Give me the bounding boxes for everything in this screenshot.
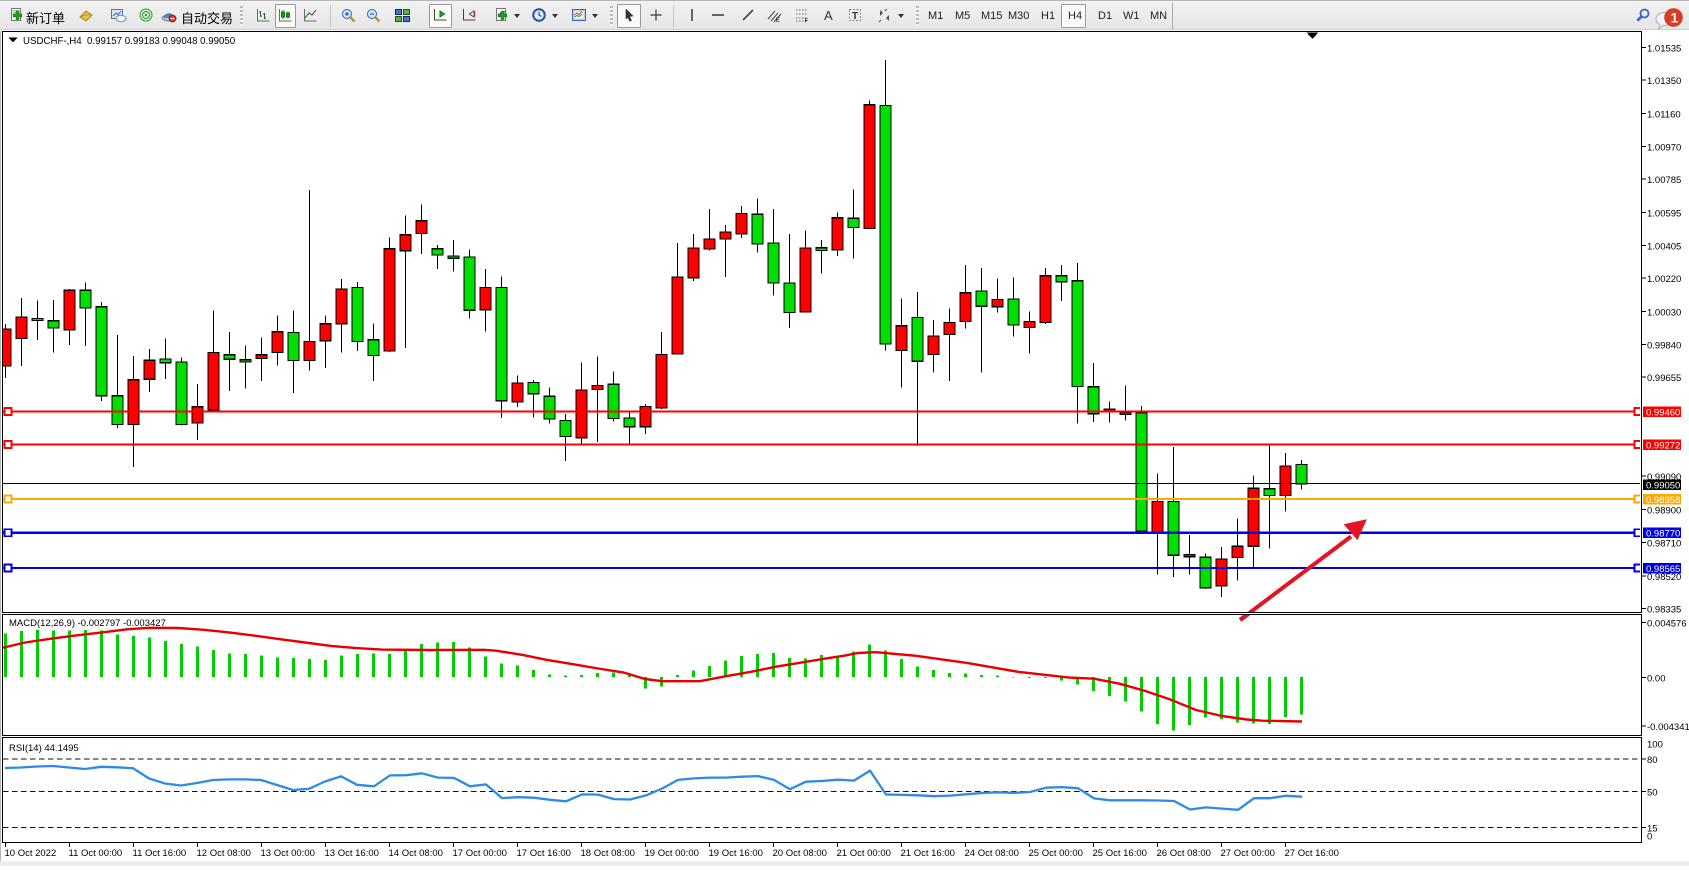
- svg-text:USDCHF-,H4 0.99157 0.99183 0.: USDCHF-,H4 0.99157 0.99183 0.99048 0.990…: [23, 36, 236, 47]
- svg-text:20 Oct 08:00: 20 Oct 08:00: [773, 848, 827, 859]
- svg-text:15: 15: [1647, 823, 1658, 834]
- svg-text:0.98710: 0.98710: [1647, 539, 1681, 550]
- svg-text:18 Oct 08:00: 18 Oct 08:00: [581, 848, 635, 859]
- svg-text:0.99840: 0.99840: [1647, 341, 1681, 352]
- svg-text:0.99655: 0.99655: [1647, 373, 1681, 384]
- svg-text:11 Oct 00:00: 11 Oct 00:00: [69, 848, 123, 859]
- svg-text:25 Oct 00:00: 25 Oct 00:00: [1029, 848, 1083, 859]
- svg-text:-0.004341: -0.004341: [1647, 722, 1689, 733]
- svg-text:1.00220: 1.00220: [1647, 274, 1681, 285]
- svg-text:1.00970: 1.00970: [1647, 143, 1681, 154]
- svg-text:0.99272: 0.99272: [1646, 440, 1680, 451]
- svg-text:14 Oct 08:00: 14 Oct 08:00: [389, 848, 443, 859]
- svg-text:0.99050: 0.99050: [1646, 480, 1680, 491]
- svg-text:1.00030: 1.00030: [1647, 307, 1681, 318]
- svg-text:0.98770: 0.98770: [1646, 529, 1680, 540]
- svg-text:100: 100: [1647, 740, 1663, 751]
- svg-text:21 Oct 00:00: 21 Oct 00:00: [837, 848, 891, 859]
- svg-text:1: 1: [1671, 10, 1679, 26]
- svg-text:0.99460: 0.99460: [1646, 407, 1680, 418]
- svg-text:80: 80: [1647, 755, 1658, 766]
- svg-text:13 Oct 16:00: 13 Oct 16:00: [325, 848, 379, 859]
- svg-text:0.98335: 0.98335: [1647, 604, 1681, 615]
- svg-text:13 Oct 00:00: 13 Oct 00:00: [261, 848, 315, 859]
- svg-text:1.01535: 1.01535: [1647, 44, 1681, 55]
- svg-text:0.00: 0.00: [1647, 674, 1666, 685]
- svg-text:17 Oct 00:00: 17 Oct 00:00: [453, 848, 507, 859]
- svg-text:1.01160: 1.01160: [1647, 109, 1681, 120]
- svg-text:0.98958: 0.98958: [1646, 495, 1680, 506]
- svg-text:0.99090: 0.99090: [1647, 472, 1681, 483]
- svg-text:19 Oct 16:00: 19 Oct 16:00: [709, 848, 763, 859]
- svg-text:11 Oct 16:00: 11 Oct 16:00: [133, 848, 187, 859]
- svg-text:0.98520: 0.98520: [1647, 572, 1681, 583]
- svg-text:24 Oct 08:00: 24 Oct 08:00: [965, 848, 1019, 859]
- svg-text:12 Oct 08:00: 12 Oct 08:00: [197, 848, 251, 859]
- svg-text:0.98565: 0.98565: [1646, 564, 1680, 575]
- svg-text:1.00595: 1.00595: [1647, 208, 1681, 219]
- svg-text:1.00785: 1.00785: [1647, 175, 1681, 186]
- svg-text:50: 50: [1647, 787, 1658, 798]
- svg-text:27 Oct 16:00: 27 Oct 16:00: [1285, 848, 1339, 859]
- svg-text:1.01350: 1.01350: [1647, 76, 1681, 87]
- svg-text:0.004576: 0.004576: [1647, 618, 1687, 629]
- svg-text:10 Oct 2022: 10 Oct 2022: [5, 848, 57, 859]
- svg-text:0: 0: [1647, 832, 1652, 843]
- svg-text:T: T: [852, 11, 858, 22]
- svg-text:26 Oct 08:00: 26 Oct 08:00: [1157, 848, 1211, 859]
- svg-text:27 Oct 00:00: 27 Oct 00:00: [1221, 848, 1275, 859]
- svg-text:25 Oct 16:00: 25 Oct 16:00: [1093, 848, 1147, 859]
- svg-text:F: F: [805, 19, 809, 25]
- svg-text:21 Oct 16:00: 21 Oct 16:00: [901, 848, 955, 859]
- svg-text:17 Oct 16:00: 17 Oct 16:00: [517, 848, 571, 859]
- svg-text:MACD(12,26,9) -0.002797 -0.003: MACD(12,26,9) -0.002797 -0.003427: [9, 618, 166, 629]
- svg-text:RSI(14) 44.1495: RSI(14) 44.1495: [9, 743, 79, 754]
- svg-text:0.98900: 0.98900: [1647, 505, 1681, 516]
- svg-text:E: E: [776, 18, 780, 24]
- svg-text:1.00405: 1.00405: [1647, 242, 1681, 253]
- svg-text:19 Oct 00:00: 19 Oct 00:00: [645, 848, 699, 859]
